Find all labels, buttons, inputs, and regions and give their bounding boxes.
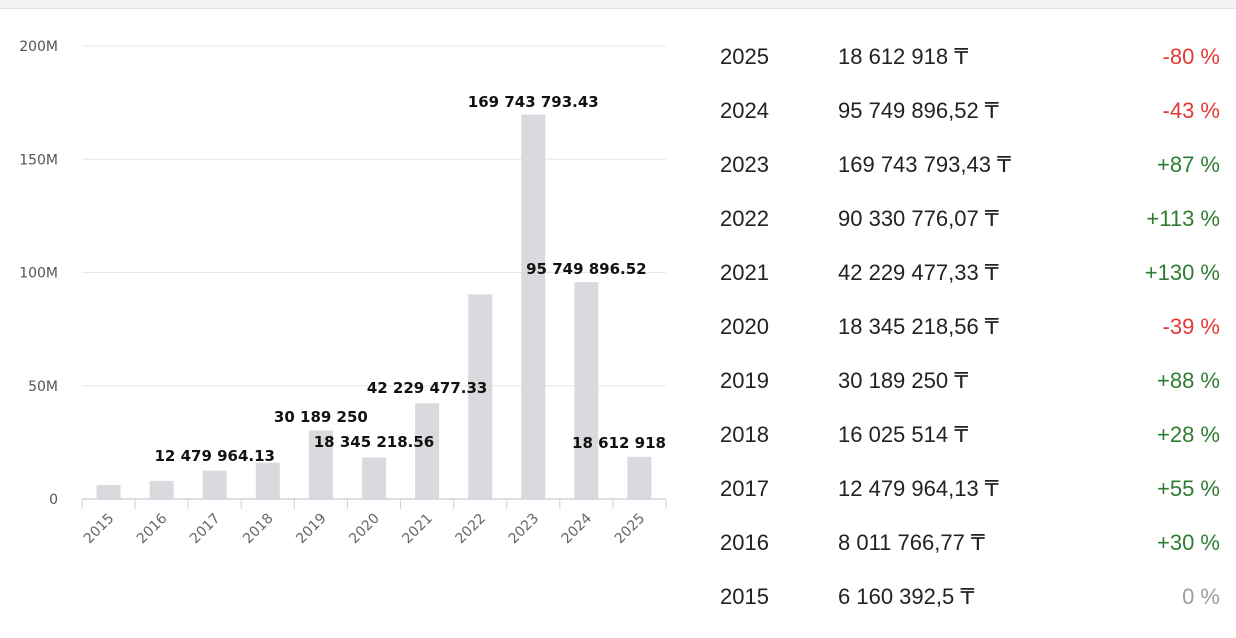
data-label-2024: 95 749 896.52 <box>526 260 647 278</box>
row-amount: 18 345 218,56 ₸ <box>838 314 999 339</box>
row-change: -43 % <box>1162 98 1220 123</box>
data-label-2019: 30 189 250 <box>274 408 368 426</box>
bar-2025 <box>627 456 652 499</box>
y-tick-label: 0 <box>49 492 58 508</box>
row-year: 2017 <box>720 476 769 501</box>
row-amount: 12 479 964,13 ₸ <box>838 476 999 501</box>
row-year: 2023 <box>720 152 769 177</box>
table-row: 2024 95 749 896,52 ₸ -43 % <box>700 84 1230 138</box>
row-amount: 8 011 766,77 ₸ <box>838 530 985 555</box>
table-row: 2025 18 612 918 ₸ -80 % <box>700 30 1230 84</box>
row-change: +30 % <box>1157 530 1220 555</box>
row-year: 2019 <box>720 368 769 393</box>
y-tick-label: 200M <box>19 39 58 55</box>
x-tick-label: 2019 <box>293 511 330 548</box>
row-amount: 30 189 250 ₸ <box>838 368 969 393</box>
bar-2018 <box>255 462 280 499</box>
row-change: -39 % <box>1162 314 1220 339</box>
table-row: 2019 30 189 250 ₸ +88 % <box>700 354 1230 408</box>
row-year: 2015 <box>720 584 769 609</box>
grid-layer <box>82 45 666 387</box>
row-year: 2020 <box>720 314 769 339</box>
row-amount: 6 160 392,5 ₸ <box>838 584 975 609</box>
data-label-2017: 12 479 964.13 <box>154 447 275 465</box>
bar-2016 <box>149 480 174 499</box>
row-change: +28 % <box>1157 422 1220 447</box>
y-tick-label: 50M <box>28 379 58 395</box>
table-row: 2015 6 160 392,5 ₸ 0 % <box>700 570 1230 624</box>
row-amount: 90 330 776,07 ₸ <box>838 206 999 231</box>
row-change: +113 % <box>1146 206 1220 231</box>
table-row: 2021 42 229 477,33 ₸ +130 % <box>700 246 1230 300</box>
row-amount: 95 749 896,52 ₸ <box>838 98 999 123</box>
data-label-2021: 42 229 477.33 <box>367 379 488 397</box>
row-amount: 42 229 477,33 ₸ <box>838 260 999 285</box>
data-label-layer: 12 479 964.13 30 189 250 18 345 218.56 42 2… <box>154 93 666 465</box>
table-row: 2023 169 743 793,43 ₸ +87 % <box>700 138 1230 192</box>
x-tick-label: 2015 <box>81 511 118 548</box>
x-tick-label: 2017 <box>187 511 224 548</box>
data-label-2025: 18 612 918 <box>572 434 666 452</box>
row-amount: 169 743 793,43 ₸ <box>838 152 1012 177</box>
table-row: 2016 8 011 766,77 ₸ +30 % <box>700 516 1230 570</box>
x-tick-label: 2023 <box>506 511 543 548</box>
row-year: 2021 <box>720 260 769 285</box>
row-change: -80 % <box>1162 44 1220 69</box>
row-amount: 16 025 514 ₸ <box>838 422 969 447</box>
row-year: 2024 <box>720 98 769 123</box>
x-tick-label: 2016 <box>134 510 171 547</box>
row-year: 2025 <box>720 44 769 69</box>
x-tick-label: 2020 <box>346 511 383 548</box>
x-tick-label: 2018 <box>240 511 277 548</box>
x-tick-label: 2024 <box>559 510 596 547</box>
top-divider <box>0 0 1236 9</box>
table-row: 2018 16 025 514 ₸ +28 % <box>700 408 1230 462</box>
bar-2017 <box>202 470 227 499</box>
bar-2020 <box>362 457 386 499</box>
y-axis: 0 50M 100M 150M 200M <box>19 39 58 508</box>
row-change: +130 % <box>1144 260 1220 285</box>
y-tick-label: 150M <box>19 152 58 168</box>
bar-2021 <box>415 403 440 499</box>
bar-2022 <box>468 294 493 499</box>
bar-2023 <box>521 114 546 500</box>
row-change: 0 % <box>1182 584 1220 609</box>
data-label-2020: 18 345 218.56 <box>314 433 435 451</box>
y-tick-label: 100M <box>19 266 58 282</box>
row-amount: 18 612 918 ₸ <box>838 44 969 69</box>
table-row: 2022 90 330 776,07 ₸ +113 % <box>700 192 1230 246</box>
bar-layer <box>96 114 652 500</box>
data-label-2023: 169 743 793.43 <box>468 93 599 111</box>
bar-2015 <box>96 485 121 499</box>
row-change: +88 % <box>1157 368 1220 393</box>
row-year: 2016 <box>720 530 769 555</box>
row-change: +87 % <box>1157 152 1220 177</box>
bar-2024 <box>574 282 599 499</box>
table-row: 2017 12 479 964,13 ₸ +55 % <box>700 462 1230 516</box>
yearly-table: 2025 18 612 918 ₸ -80 % 2024 95 749 896,52 ₸… <box>700 30 1230 624</box>
bar-chart: 2015 2016 2017 2018 2019 2020 2021 2022 2023 2024… <box>19 39 667 548</box>
x-tick-label: 2022 <box>452 511 489 548</box>
bar-2019 <box>308 430 333 499</box>
row-change: +55 % <box>1157 476 1220 501</box>
x-tick-label: 2025 <box>612 511 649 548</box>
row-year: 2018 <box>720 422 769 447</box>
x-tick-label: 2021 <box>399 511 436 548</box>
row-year: 2022 <box>720 206 769 231</box>
table-row: 2020 18 345 218,56 ₸ -39 % <box>700 300 1230 354</box>
x-axis: 2015 2016 2017 2018 2019 2020 2021 2022 2023 2024… <box>81 498 667 548</box>
